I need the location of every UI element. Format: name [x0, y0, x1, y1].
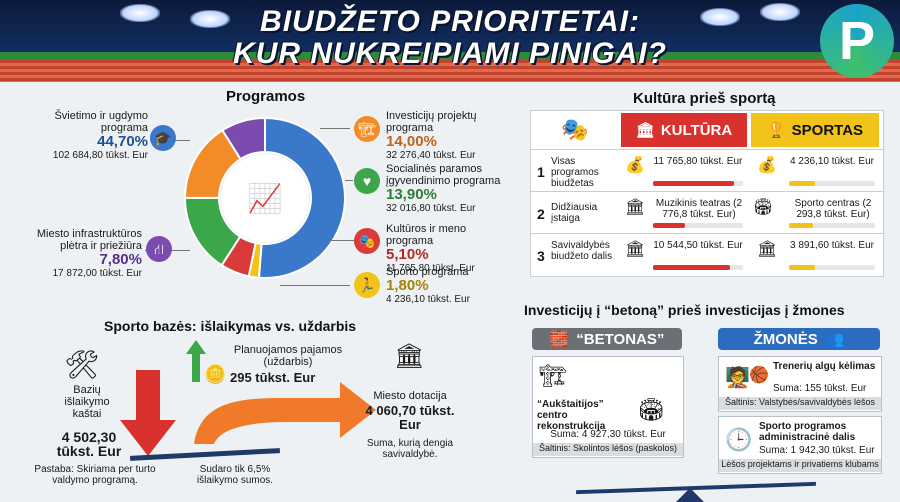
- cost-label: Bazių išlaikymo kaštai: [64, 384, 110, 420]
- donut-slice: [257, 116, 346, 279]
- income-label: Planuojamos pajamos (uždarbis): [233, 344, 343, 368]
- comparison-row: 3 Savivaldybės biudžeto dalis 🏛 10 544,5…: [531, 233, 883, 276]
- note-left: Pastaba: Skiriama per turto valdymo prog…: [34, 464, 156, 486]
- logo: P: [820, 4, 894, 78]
- sport-base-title: Sporto bazės: išlaikymas vs. uždarbis: [104, 318, 357, 334]
- culture-header: 🏛 KULTŪRA: [621, 113, 747, 147]
- stadium-icon: 🏟: [637, 397, 665, 422]
- sport-bar-fill: [789, 265, 815, 270]
- program-label-infrastructure: Miesto infrastruktūros plėtra ir priežiū…: [36, 228, 142, 279]
- road-icon: ⛙: [146, 236, 172, 262]
- connector-line: [320, 128, 350, 129]
- brick-icon: 🧱: [549, 331, 569, 348]
- culture-bar-track: [653, 223, 743, 228]
- wrench-tools-icon: 🛠: [64, 349, 100, 380]
- culture-bar-fill: [653, 181, 734, 186]
- sport-bar-track: [789, 265, 875, 270]
- theater-masks-icon: 🎭: [354, 228, 380, 254]
- museum-icon: 🏛: [635, 122, 655, 139]
- up-arrow: [186, 340, 206, 382]
- culture-bar-track: [653, 265, 743, 270]
- graduation-cap-icon: 🎓: [150, 125, 176, 151]
- money-bag-icon: 💰: [757, 157, 777, 174]
- programs-title: Programos: [226, 88, 306, 105]
- program-label-culture: Kultūros ir meno programa 5,10% 11 765,8…: [386, 223, 475, 274]
- donut-slice: [221, 116, 266, 161]
- money-bag-icon: 💰: [625, 157, 645, 174]
- subsidy-label: Miesto dotacija: [373, 390, 447, 402]
- comparison-row: 2 Didžiausia įstaiga 🏛 Muzikinis teatras…: [531, 191, 883, 234]
- down-arrow: [120, 370, 176, 456]
- program-label-education: Švietimo ir ugdymo programa 44,70% 102 6…: [52, 110, 148, 161]
- stadium-icon: 🏟: [753, 199, 774, 216]
- theater-masks-icon: 🎭: [561, 117, 589, 142]
- stadium-light-icon: [120, 4, 160, 22]
- trophy-icon: 🏆: [766, 122, 786, 139]
- city-hall-icon: 🏛: [394, 343, 425, 370]
- sport-bar-fill: [789, 181, 815, 186]
- theater-building-icon: 🏛: [625, 199, 646, 216]
- note-mid: Sudaro tik 6,5% išlaikymo sumos.: [196, 464, 274, 486]
- sport-header: 🏆 SPORTAS: [751, 113, 879, 147]
- comparison-table: 🎭 🏛 KULTŪRA 🏆 SPORTAS 1 Visas programos bi…: [530, 110, 884, 277]
- stadium-light-icon: [190, 10, 230, 28]
- connector-line: [280, 285, 350, 286]
- program-label-social: Socialinės paramos įgyvendinimo programa…: [386, 163, 501, 214]
- sport-bar-track: [789, 181, 875, 186]
- crane-icon: 🏗: [539, 363, 567, 388]
- basketball-icon: 🏀: [749, 367, 769, 384]
- comparison-title: Kultūra prieš sportą: [633, 90, 776, 107]
- connector-line: [345, 180, 353, 181]
- people-header: ŽMONĖS 👥: [718, 328, 880, 350]
- city-hall-icon: 🏛: [757, 241, 778, 258]
- income-value: 295 tūkst. Eur: [230, 370, 316, 385]
- stadium-light-icon: [760, 3, 800, 21]
- runner-icon: 🏃: [354, 272, 380, 298]
- investments-title: Investicijų į “betoną” prieš investicija…: [524, 302, 845, 318]
- stadium-light-icon: [700, 8, 740, 26]
- sport-bar-track: [789, 223, 875, 228]
- coins-icon: 🪙: [204, 364, 227, 384]
- culture-bar-track: [653, 181, 743, 186]
- coach-icon: 🧑‍🏫: [725, 367, 750, 389]
- running-track: [0, 60, 900, 82]
- admin-clock-icon: 🕒: [725, 427, 753, 452]
- culture-bar-fill: [653, 223, 685, 228]
- page-title: BIUDŽETO PRIORITETAI: KUR NUKREIPIAMI PI…: [232, 5, 667, 70]
- header-banner: BIUDŽETO PRIORITETAI: KUR NUKREIPIAMI PI…: [0, 0, 900, 82]
- comparison-row: 1 Visas programos biudžetas 💰 11 765,80 …: [531, 149, 883, 192]
- concrete-card: 🏗 🏟 “Aukštaitijos” centro rekonstrukcija…: [532, 356, 684, 458]
- people-group-icon: 👥: [825, 331, 845, 348]
- subsidy-arrow: [194, 382, 376, 444]
- city-hall-icon: 🏛: [625, 241, 646, 258]
- concrete-header: 🧱 “BETONAS”: [532, 328, 682, 350]
- crane-icon: 🏗: [354, 116, 380, 142]
- sport-bar-fill: [789, 223, 814, 228]
- cost-value: 4 502,30 tūkst. Eur: [56, 429, 122, 459]
- connector-line: [330, 240, 354, 241]
- subsidy-note: Suma, kurią dengia savivaldybė.: [366, 438, 454, 460]
- programs-donut-chart: 📈: [183, 116, 346, 279]
- people-card-coaches: 🧑‍🏫 🏀 Trenerių algų kėlimas Suma: 155 tū…: [718, 356, 882, 412]
- program-label-investment: Investicijų projektų programa 14,00% 32 …: [386, 110, 477, 161]
- program-label-sport: Sporto programa 1,80% 4 236,10 tūkst. Eu…: [386, 266, 470, 305]
- culture-bar-fill: [653, 265, 730, 270]
- balance-pivot: [676, 488, 704, 502]
- coins-growth-icon: 📈: [248, 182, 283, 215]
- people-card-admin: 🕒 Sporto programos administracinė dalis …: [718, 416, 882, 474]
- heart-hands-icon: ♥: [354, 168, 380, 194]
- grass-strip: [0, 52, 900, 62]
- donut-center: [221, 154, 309, 242]
- subsidy-value: 4 060,70 tūkst. Eur: [365, 403, 455, 432]
